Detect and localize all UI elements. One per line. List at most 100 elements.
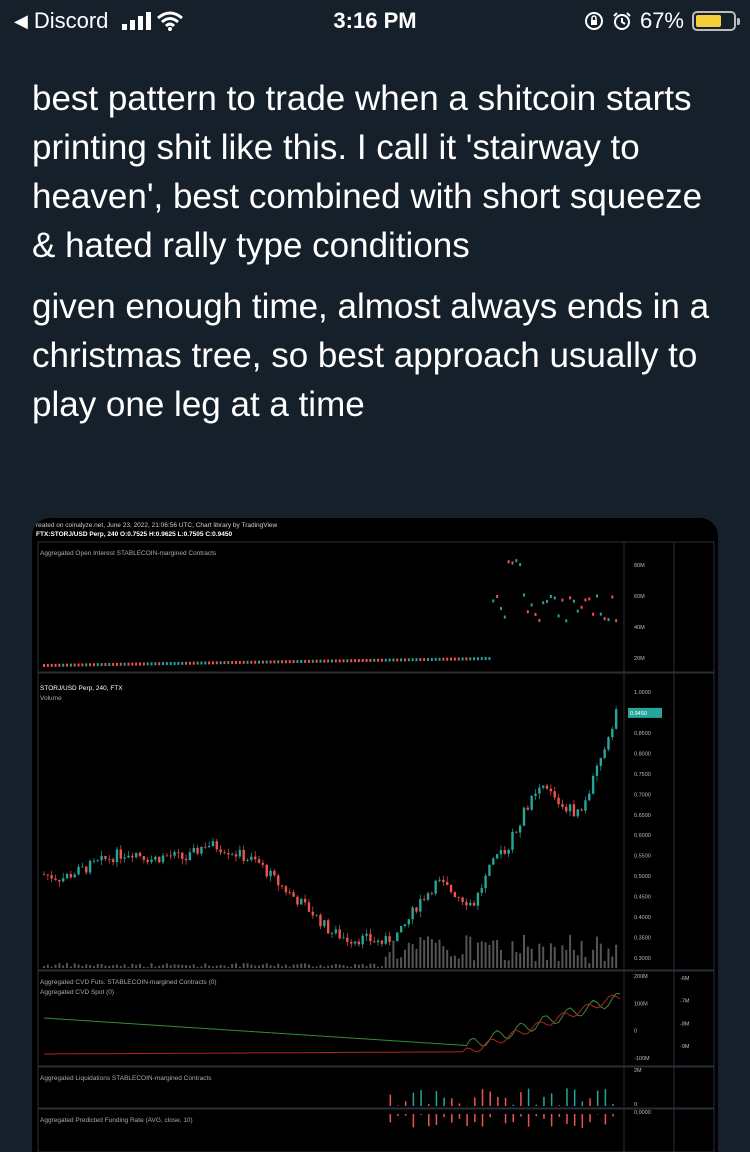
funding-bar bbox=[481, 1114, 484, 1127]
liquidation-bar bbox=[458, 1103, 461, 1106]
oi-candle bbox=[135, 662, 138, 666]
volume-bar bbox=[365, 966, 368, 968]
cvd-pane-title-futs: Aggregated CVD Futs. STABLECOIN-margined… bbox=[40, 979, 217, 986]
price-candle bbox=[123, 857, 126, 859]
oi-candle bbox=[553, 596, 556, 600]
volume-bar bbox=[162, 964, 165, 968]
oi-candle bbox=[423, 658, 426, 662]
funding-bar bbox=[412, 1114, 415, 1128]
chart-header-ohlc: FTX:STORJ/USD Perp, 240 O:0.7525 H:0.962… bbox=[36, 531, 232, 538]
price-candle bbox=[380, 940, 384, 944]
price-candle bbox=[211, 841, 215, 847]
volume-bar bbox=[576, 955, 579, 968]
volume-bar bbox=[565, 949, 568, 968]
volume-bar bbox=[338, 964, 341, 968]
price-tick-label: 0.3500 bbox=[634, 936, 651, 942]
tweet-text: best pattern to trade when a shitcoin st… bbox=[32, 74, 722, 441]
volume-bar bbox=[188, 965, 191, 968]
volume-bar bbox=[50, 966, 53, 968]
status-time: 3:16 PM bbox=[333, 8, 417, 33]
price-candle bbox=[449, 884, 453, 893]
oi-candle bbox=[407, 658, 410, 662]
oi-candle bbox=[66, 663, 69, 667]
oi-candle bbox=[235, 661, 237, 664]
price-candle bbox=[215, 841, 218, 850]
volume-bar bbox=[453, 955, 456, 968]
price-candle bbox=[173, 852, 176, 856]
volume-bar bbox=[373, 963, 376, 968]
price-candle bbox=[92, 860, 96, 862]
price-candle bbox=[357, 941, 361, 945]
liquidation-bar bbox=[581, 1101, 584, 1106]
oi-candle bbox=[265, 660, 268, 664]
funding-bar bbox=[550, 1114, 553, 1127]
volume-bar bbox=[296, 964, 299, 968]
price-tick-label: 0.6000 bbox=[634, 833, 651, 839]
status-bar: ◀ Discord 3:16 PM 67% bbox=[0, 0, 750, 40]
oi-candle bbox=[146, 662, 149, 666]
price-candle bbox=[549, 788, 553, 792]
price-candle bbox=[476, 892, 480, 906]
price-candle bbox=[446, 882, 449, 885]
funding-tick-label: 0.0000 bbox=[634, 1110, 651, 1116]
funding-bar bbox=[397, 1114, 399, 1116]
oi-candle bbox=[284, 660, 287, 664]
liq-tick-label: 2M bbox=[634, 1068, 642, 1074]
cvd-spot-line bbox=[43, 992, 621, 1047]
oi-candle bbox=[465, 657, 468, 661]
oi-candle bbox=[584, 598, 587, 602]
oi-candle bbox=[246, 660, 249, 664]
oi-candle bbox=[373, 658, 376, 662]
oi-candle bbox=[258, 660, 261, 664]
battery-percent: 67% bbox=[639, 8, 684, 33]
funding-bar bbox=[512, 1114, 514, 1123]
pane-frame bbox=[37, 1066, 715, 1109]
liquidation-bar bbox=[573, 1089, 576, 1106]
volume-bar bbox=[69, 966, 72, 968]
funding-pane-title: Aggregated Predicted Funding Rate (AVG, … bbox=[40, 1117, 193, 1124]
price-candle bbox=[438, 879, 441, 881]
price-candle bbox=[538, 787, 541, 794]
oi-candle bbox=[323, 659, 326, 663]
liquidation-bar bbox=[481, 1089, 484, 1106]
oi-candle bbox=[392, 658, 395, 662]
oi-candle bbox=[523, 593, 525, 597]
volume-bar bbox=[369, 963, 372, 968]
oi-candle bbox=[603, 617, 606, 621]
volume-bar bbox=[442, 946, 445, 968]
chart-image[interactable]: reated on coinalyze.net, June 23, 2022, … bbox=[32, 518, 718, 1152]
oi-candle bbox=[127, 662, 130, 666]
oi-candle bbox=[54, 663, 57, 667]
volume-bar bbox=[400, 957, 403, 968]
oi-candle bbox=[507, 560, 510, 564]
oi-candle bbox=[115, 662, 118, 666]
oi-candle bbox=[281, 660, 284, 664]
oi-candle bbox=[211, 661, 214, 665]
price-candle bbox=[399, 926, 403, 933]
price-candle bbox=[588, 793, 591, 801]
price-candle bbox=[557, 797, 560, 805]
oi-candle bbox=[595, 594, 598, 598]
oi-candle bbox=[615, 619, 618, 623]
volume-bar bbox=[361, 963, 364, 968]
price-candle bbox=[369, 933, 372, 942]
oi-candle bbox=[215, 661, 218, 665]
volume-bar bbox=[62, 965, 65, 968]
price-candle bbox=[511, 831, 514, 850]
price-candle bbox=[495, 854, 499, 859]
back-to-discord[interactable]: ◀ Discord bbox=[14, 8, 184, 34]
volume-bar bbox=[223, 965, 226, 968]
oi-candle bbox=[158, 662, 161, 666]
oi-candle bbox=[123, 662, 126, 666]
oi-candle bbox=[361, 659, 364, 663]
volume-bar bbox=[154, 966, 157, 968]
volume-bar bbox=[92, 965, 95, 968]
volume-bar bbox=[281, 966, 284, 968]
oi-candle bbox=[538, 618, 541, 622]
volume-bar bbox=[615, 944, 618, 968]
cvd-spot-tick-label: -9M bbox=[680, 1044, 690, 1050]
volume-bar bbox=[542, 946, 545, 968]
oi-candle bbox=[208, 661, 211, 665]
oi-candle bbox=[188, 661, 191, 665]
oi-candle bbox=[419, 658, 422, 662]
